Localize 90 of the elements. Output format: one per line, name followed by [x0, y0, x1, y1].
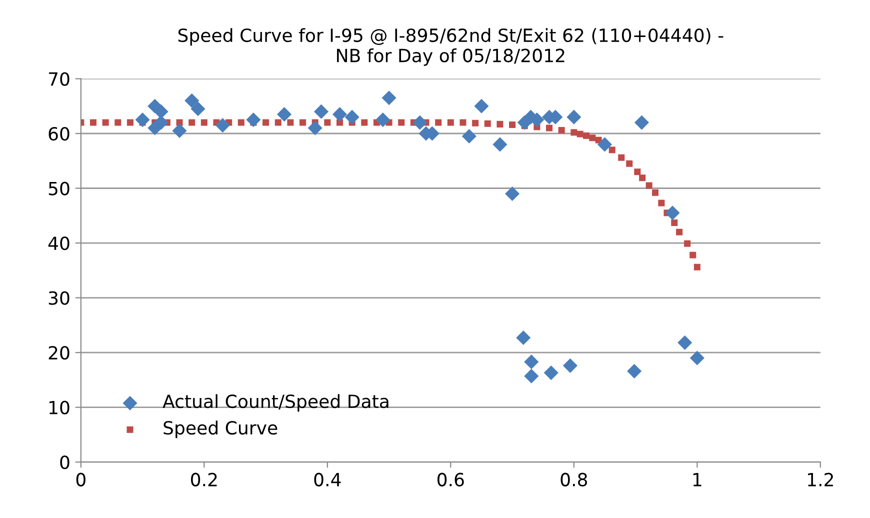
point	[505, 186, 520, 202]
point	[314, 104, 329, 119]
point	[652, 189, 659, 196]
point	[492, 137, 508, 152]
point	[690, 350, 704, 366]
point	[570, 129, 578, 136]
point	[646, 182, 652, 189]
y-tick-label: 60	[48, 126, 70, 141]
legend-label: Actual Count/Speed Data	[162, 394, 388, 412]
y-tick-label: 70	[49, 72, 70, 86]
point	[524, 368, 539, 384]
point	[460, 119, 466, 126]
x-tick-label: 0.4	[314, 472, 341, 486]
point	[200, 119, 208, 126]
point	[90, 119, 96, 126]
point	[546, 124, 553, 132]
point	[484, 120, 491, 127]
point	[678, 335, 692, 350]
point	[376, 112, 390, 128]
y-tick-label: 40	[48, 236, 70, 250]
point	[398, 119, 405, 126]
point	[576, 130, 584, 138]
point	[382, 90, 396, 106]
point	[684, 240, 691, 247]
x-tick-label: 0.2	[190, 472, 217, 486]
point	[215, 118, 230, 133]
point	[544, 366, 558, 380]
point	[627, 364, 642, 378]
point	[447, 119, 454, 126]
point	[634, 168, 641, 176]
point	[639, 174, 646, 182]
y-tick-label: 20	[48, 346, 70, 360]
x-tick-label: 0.6	[437, 472, 464, 486]
point	[690, 252, 696, 258]
point	[582, 132, 590, 139]
point	[287, 119, 294, 126]
chart-title: Speed Curve for I-95 @ I-895/62nd St/Exit 62 (110+04440) - NB for Day of 05/18/2012	[178, 28, 724, 66]
x-tick-label: 1	[693, 473, 702, 486]
point	[597, 137, 612, 152]
point	[274, 119, 282, 126]
point	[472, 120, 479, 126]
point	[671, 219, 678, 226]
x-tick-label: 1.2	[808, 472, 833, 486]
y-tick-label: 50	[48, 182, 70, 196]
point	[665, 206, 680, 220]
y-tick-label: 30	[48, 291, 70, 305]
legend-label: Speed Curve	[164, 420, 278, 438]
point	[246, 112, 261, 128]
point	[190, 102, 206, 116]
point	[172, 123, 187, 138]
point	[608, 146, 616, 154]
x-tick-label: 0	[76, 472, 86, 486]
point	[524, 354, 539, 370]
point	[462, 128, 476, 144]
point	[188, 119, 196, 126]
point	[262, 119, 270, 126]
point	[135, 112, 150, 128]
point	[474, 98, 489, 114]
x-tick-label: 0.8	[560, 472, 588, 486]
point	[558, 126, 565, 134]
point	[308, 120, 322, 136]
point	[618, 154, 625, 161]
point	[566, 110, 582, 124]
point	[114, 119, 122, 126]
point	[509, 121, 516, 128]
point	[435, 119, 442, 126]
y-tick-label: 10	[50, 400, 70, 414]
point	[300, 119, 306, 126]
point	[694, 264, 700, 270]
point	[344, 110, 360, 124]
point	[626, 160, 633, 167]
point	[516, 330, 531, 346]
point	[562, 358, 578, 373]
point	[102, 119, 109, 126]
point	[496, 120, 504, 128]
point	[154, 104, 168, 119]
point	[361, 119, 368, 126]
point	[324, 119, 331, 126]
point	[332, 107, 348, 122]
point	[658, 200, 665, 206]
y-tick-label: 0	[60, 456, 70, 470]
point	[184, 93, 200, 108]
point	[154, 115, 168, 130]
point	[126, 119, 134, 126]
point	[238, 119, 244, 126]
point	[589, 134, 596, 142]
point	[634, 115, 649, 130]
point	[276, 107, 292, 122]
point	[676, 228, 683, 236]
point	[412, 115, 428, 130]
